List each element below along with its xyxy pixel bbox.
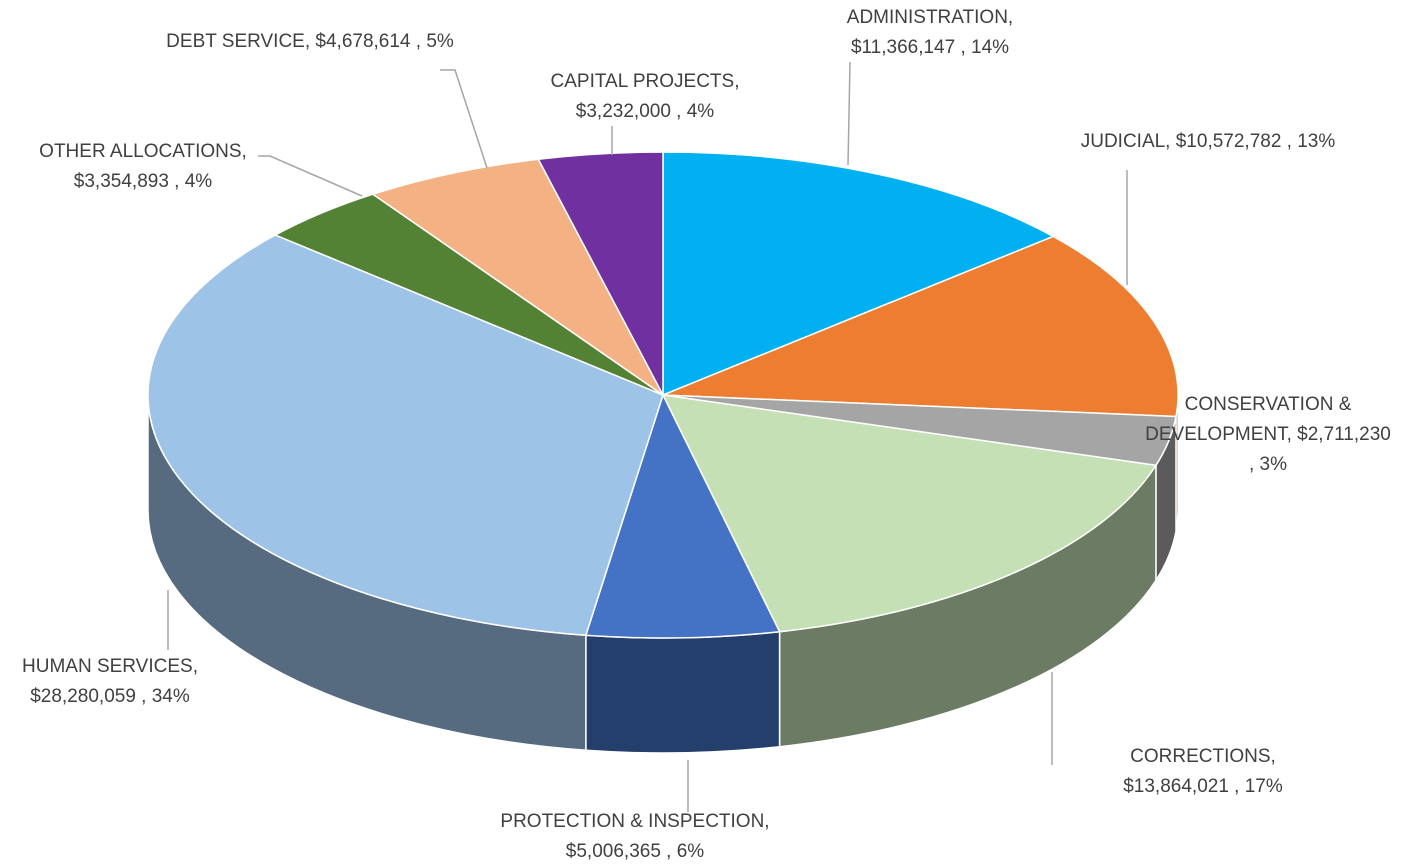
data-label: PROTECTION & INSPECTION,	[500, 811, 769, 832]
data-labels: ADMINISTRATION, $11,366,147 , 14% JUDICIAL…	[22, 7, 1391, 862]
data-label: CONSERVATION &	[1185, 394, 1352, 415]
pie-slice	[584, 393, 781, 639]
leader-line	[440, 69, 488, 169]
pie-slice	[147, 234, 664, 637]
pie-slice	[662, 151, 1055, 397]
data-label: $5,006,365 , 6%	[566, 841, 704, 862]
pie-slice	[371, 158, 664, 396]
leader-line	[847, 61, 851, 166]
data-label: ADMINISTRATION,	[847, 7, 1013, 28]
data-label: $3,354,893 , 4%	[74, 171, 212, 192]
data-label: OTHER ALLOCATIONS,	[39, 141, 247, 162]
data-label: DEBT SERVICE, $4,678,614 , 5%	[166, 31, 454, 52]
data-label: DEVELOPMENT, $2,711,230	[1145, 424, 1391, 445]
data-label: CAPITAL PROJECTS,	[551, 71, 740, 92]
pie-slice	[662, 235, 1179, 418]
pie-tops	[147, 151, 1179, 639]
data-label: $28,280,059 , 34%	[30, 686, 190, 707]
data-label: HUMAN SERVICES,	[22, 656, 198, 677]
pie-side	[585, 630, 781, 754]
data-label: , 3%	[1249, 454, 1287, 475]
data-label: $3,232,000 , 4%	[576, 101, 714, 122]
pie-slice	[661, 394, 1158, 633]
data-label: $13,864,021 , 17%	[1123, 776, 1283, 797]
pie-slice	[537, 151, 664, 396]
data-label: $11,366,147 , 14%	[851, 37, 1009, 58]
leader-lines	[167, 61, 1128, 812]
leader-line	[258, 155, 363, 197]
data-label: JUDICIAL, $10,572,782 , 13%	[1081, 131, 1336, 152]
data-label: CORRECTIONS,	[1130, 746, 1276, 767]
